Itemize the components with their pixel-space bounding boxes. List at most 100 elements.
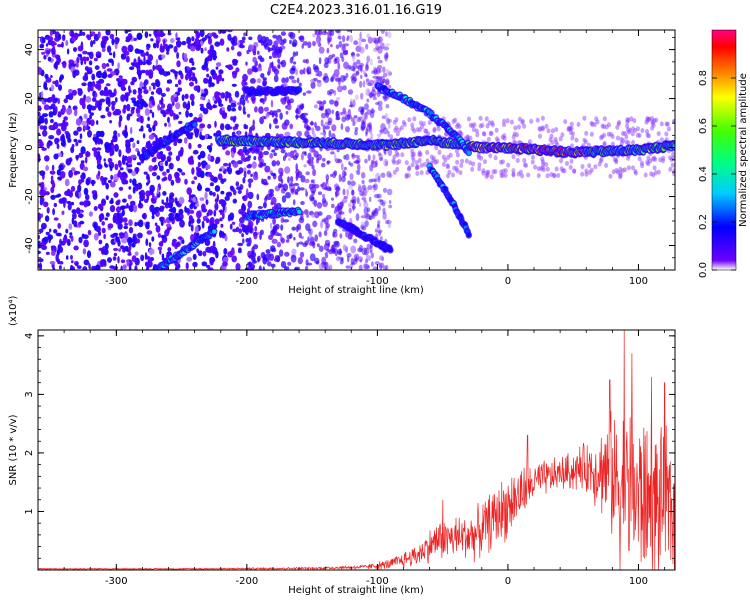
spectrogram-speckle [168, 122, 171, 128]
spectrogram-speckle [188, 112, 193, 118]
spectrogram-speckle [379, 129, 384, 135]
spectrogram-speckle [102, 91, 109, 97]
spectrogram-speckle [267, 261, 272, 267]
spectrogram-speckle [92, 90, 96, 97]
spectrogram-speckle [247, 113, 251, 118]
spectrogram-speckle [125, 38, 131, 43]
spectrogram-speckle [296, 130, 303, 137]
spectrogram-speckle [98, 203, 102, 208]
spectrogram-speckle [257, 55, 263, 60]
spectrogram-speckle [73, 245, 79, 251]
spectrogram-speckle [139, 98, 145, 106]
spectrogram-speckle [618, 173, 623, 179]
spectrogram-speckle [458, 170, 463, 176]
spectrogram-speckle [43, 81, 48, 89]
spectrogram-speckle [631, 140, 635, 145]
spectrogram-speckle [249, 78, 256, 84]
spectrogram-speckle [372, 266, 378, 270]
spectrogram-speckle [199, 123, 206, 129]
spectrogram-speckle [274, 223, 280, 230]
spectrogram-speckle [373, 47, 378, 52]
spectrogram-speckle [231, 107, 237, 112]
spectrogram-speckle [123, 130, 128, 139]
spectrogram-speckle [52, 126, 56, 131]
spectrogram-frame [37, 29, 676, 271]
spectrogram-speckle [38, 111, 41, 117]
spectrogram-speckle [377, 59, 383, 64]
spectrogram-speckle [301, 43, 304, 49]
spectrogram-speckle [371, 211, 374, 217]
spectrogram-speckle [129, 66, 135, 70]
spectrogram-speckle [91, 179, 95, 187]
spectrogram-speckle [111, 38, 115, 46]
spectrogram-speckle [359, 62, 364, 68]
spectrogram-speckle [137, 150, 141, 157]
spectrogram-speckle [305, 223, 311, 232]
spectrogram-speckle [38, 228, 44, 233]
spectrogram-speckle [393, 127, 398, 133]
spectrogram-speckle [154, 222, 158, 227]
spectrogram-speckle [487, 120, 492, 126]
spectrogram-speckle [199, 135, 206, 140]
spectrogram-speckle [563, 119, 568, 125]
spectrogram-speckle [298, 232, 302, 239]
spectrogram-speckle [79, 220, 85, 225]
spectrogram-speckle [385, 68, 390, 77]
spectrogram-speckle [161, 54, 166, 59]
spectrogram-speckle [248, 237, 252, 245]
spectrogram-speckle [112, 256, 117, 261]
spectrogram-speckle [338, 40, 343, 48]
spectrogram-speckle [86, 56, 90, 62]
spectrogram-speckle [262, 98, 265, 105]
spectrogram-speckle [385, 264, 389, 270]
spectrogram-speckle [340, 258, 344, 262]
spectrogram-speckle [120, 265, 123, 270]
spectrogram-speckle [267, 39, 273, 46]
spectrogram-speckle [91, 190, 98, 195]
spectrogram-speckle [470, 166, 475, 172]
spectrogram-speckle [318, 57, 322, 65]
spectrogram-speckle [407, 117, 412, 123]
spectrogram-speckle [212, 72, 218, 80]
spectrogram-speckle [61, 41, 64, 48]
spectrogram-speckle [201, 220, 205, 229]
spectrogram-speckle [602, 124, 606, 130]
spectrogram-speckle [322, 100, 327, 105]
spectrogram-speckle [380, 172, 386, 178]
spectrogram-speckle [618, 166, 623, 172]
spectrogram-speckle [352, 203, 355, 212]
spectrogram-speckle [387, 130, 390, 137]
spectrogram-ridge-point [212, 229, 217, 234]
spectrogram-speckle [278, 249, 284, 257]
spectrogram-speckle [199, 103, 204, 107]
spectrogram-speckle [43, 55, 47, 60]
spectrogram-speckle [464, 158, 469, 164]
spectrogram-speckle [489, 130, 494, 136]
spectrogram-speckle [97, 138, 101, 145]
spectrogram-speckle [380, 123, 386, 131]
spectrogram-speckle [296, 77, 300, 84]
spectrogram-speckle [136, 32, 143, 40]
spectrogram-speckle [196, 248, 200, 253]
spectrogram-speckle [264, 195, 268, 200]
spectrogram-speckle [247, 155, 251, 159]
spectrogram-speckle [385, 31, 388, 37]
spectrogram-speckle [127, 252, 132, 256]
spectrogram-speckle [280, 217, 285, 224]
spectrogram-speckle [342, 107, 347, 115]
spectrogram-speckle [220, 264, 225, 270]
spectrogram-speckle [150, 82, 157, 87]
spectrogram-speckle [193, 85, 200, 91]
spectrogram-speckle [569, 121, 574, 127]
spectrogram-speckle [356, 65, 360, 69]
spectrogram-speckle [151, 111, 155, 119]
spectrogram-speckle [292, 51, 297, 57]
spectrogram-speckle [166, 51, 170, 55]
spectrogram-speckle [517, 124, 521, 130]
spectrogram-speckle [314, 234, 319, 242]
spectrogram-speckle [90, 119, 95, 127]
spectrogram-speckle [128, 186, 132, 190]
spectrogram-speckle [199, 30, 205, 38]
spectrogram-speckle [232, 145, 236, 153]
spectrogram-speckle [327, 37, 332, 42]
